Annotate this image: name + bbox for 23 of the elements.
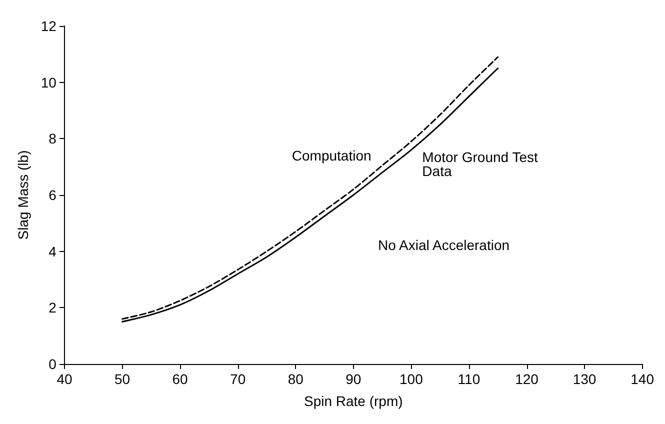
y-tick-label: 6: [48, 187, 57, 203]
y-tick-label: 12: [40, 18, 57, 34]
y-tick-label: 8: [48, 130, 57, 147]
x-tick-label: 130: [572, 371, 596, 387]
x-tick-label: 80: [288, 371, 304, 387]
y-tick-label: 0: [48, 356, 57, 372]
series-label: Computation: [292, 147, 372, 164]
x-tick-label: 140: [630, 371, 654, 387]
y-axis-title: Slag Mass (lb): [15, 150, 31, 240]
series-label: Motor Ground Test Data: [422, 148, 542, 179]
annotation: No Axial Acceleration: [378, 237, 510, 253]
x-tick-label: 120: [515, 371, 539, 387]
x-tick-label: 50: [114, 371, 130, 387]
x-tick-label: 110: [458, 371, 480, 387]
y-tick-label: 2: [48, 300, 57, 316]
y-tick-label: 10: [40, 74, 57, 90]
x-tick-label: 70: [230, 371, 246, 387]
y-tick-label: 4: [48, 243, 57, 260]
x-tick-label: 100: [400, 371, 424, 387]
x-tick-label: 40: [56, 371, 72, 387]
x-tick-label: 90: [346, 371, 362, 387]
x-axis-title: Spin Rate (rpm): [304, 393, 403, 409]
x-tick-label: 60: [172, 371, 188, 387]
